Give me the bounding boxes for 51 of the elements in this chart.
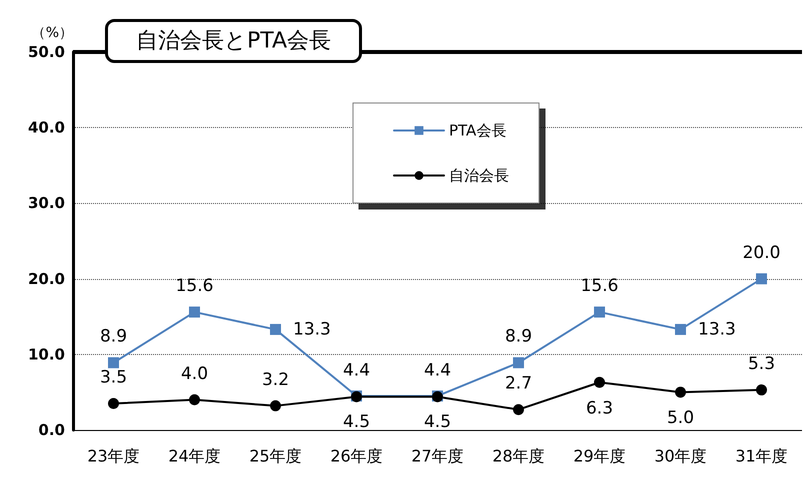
x-tick-label: 26年度 — [330, 446, 383, 466]
data-label: 3.5 — [100, 368, 128, 388]
data-label: 13.3 — [698, 319, 736, 340]
point — [513, 357, 524, 368]
data-label: 4.5 — [342, 412, 370, 432]
x-tick-label: 29年度 — [573, 446, 626, 466]
x-tick-label: 25年度 — [249, 446, 302, 466]
data-label: 4.4 — [342, 360, 370, 381]
data-label: 13.3 — [293, 319, 331, 340]
point — [270, 324, 281, 335]
data-label: 4.4 — [424, 360, 452, 381]
point — [675, 324, 686, 335]
point — [189, 306, 200, 318]
y-tick-label: 50.0 — [28, 43, 65, 61]
data-label: 6.3 — [586, 398, 614, 418]
data-label: 15.6 — [580, 276, 618, 296]
data-label: 20.0 — [742, 242, 780, 263]
data-label: 4.0 — [180, 364, 208, 384]
x-tick-label: 23年度 — [87, 446, 140, 466]
y-axis-title: （%） — [32, 25, 73, 41]
point — [675, 386, 686, 398]
data-label: 8.9 — [100, 326, 128, 347]
y-tick-label: 40.0 — [28, 118, 65, 137]
data-label: 4.5 — [424, 412, 452, 432]
data-label: 5.3 — [748, 354, 776, 374]
point — [513, 404, 524, 416]
x-tick-label: 28年度 — [492, 446, 545, 466]
legend-label: PTA会長 — [449, 122, 506, 140]
x-tick-label: 31年度 — [735, 446, 788, 466]
data-label: 15.6 — [176, 276, 214, 296]
point — [756, 273, 767, 284]
y-tick-label: 0.0 — [38, 421, 65, 439]
data-label: 8.9 — [504, 326, 532, 347]
point — [756, 384, 767, 396]
x-tick-label: 27年度 — [411, 446, 464, 466]
data-label: 5.0 — [666, 408, 694, 428]
y-tick-label: 30.0 — [28, 194, 65, 212]
point — [108, 357, 119, 368]
y-tick-label: 10.0 — [28, 345, 65, 364]
point — [594, 306, 605, 318]
point — [270, 400, 281, 412]
chart-title: 自治会長とPTA会長 — [136, 28, 332, 54]
legend-label: 自治会長 — [449, 166, 509, 184]
point — [108, 398, 119, 410]
data-label: 3.2 — [262, 370, 290, 390]
x-tick-label: 24年度 — [168, 446, 221, 466]
point — [189, 394, 200, 406]
x-tick-label: 30年度 — [654, 446, 707, 466]
y-tick-label: 20.0 — [28, 270, 65, 288]
point — [594, 376, 605, 388]
data-label: 2.7 — [504, 374, 532, 394]
